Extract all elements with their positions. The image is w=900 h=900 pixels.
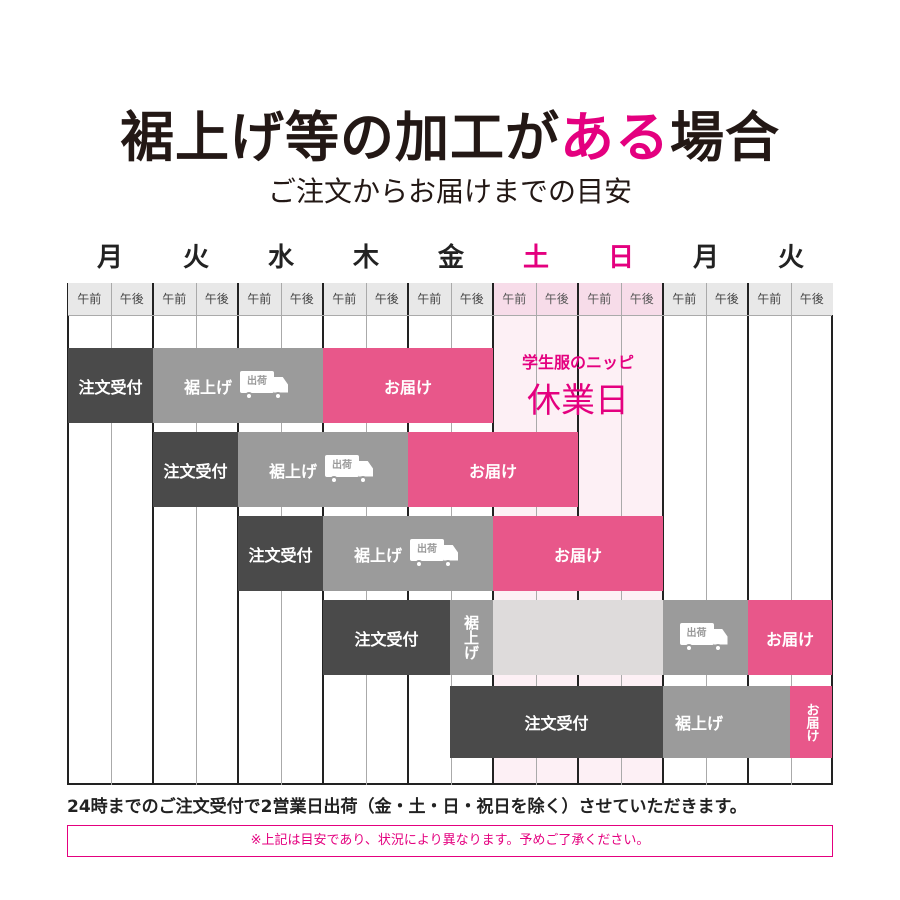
ship-block: 出荷 — [663, 600, 748, 675]
grid-line — [705, 283, 707, 785]
deliver-block: お届け — [748, 600, 832, 675]
am-header: 午前 — [153, 283, 196, 315]
grid-line — [195, 283, 197, 785]
pm-header: 午後 — [450, 283, 493, 315]
am-header: 午前 — [323, 283, 366, 315]
truck-icon: 出荷 — [325, 454, 377, 485]
day-label: 金 — [437, 243, 464, 273]
grid-line — [790, 283, 792, 785]
hem-label: 裾上げ — [353, 545, 402, 565]
hem-block-vertical: 裾上げ — [450, 600, 493, 675]
order-block: 注文受付 — [323, 600, 450, 675]
grid-line — [110, 283, 112, 785]
shipping-note: 24時までのご注文受付で2営業日出荷（金・土・日・祝日を除く）させていただきます… — [67, 797, 747, 817]
truck-icon: 出荷 — [410, 538, 462, 569]
truck-icon: 出荷 — [240, 370, 292, 401]
day-label-weekend: 日 — [607, 243, 634, 273]
pm-header: 午後 — [280, 283, 323, 315]
hem-label: 裾上げ — [183, 377, 232, 397]
order-block: 注文受付 — [68, 348, 153, 423]
am-header: 午前 — [578, 283, 621, 315]
pm-header: 午後 — [195, 283, 238, 315]
am-header: 午前 — [238, 283, 281, 315]
disclaimer: ※上記は目安であり、状況により異なります。予めご了承ください。 — [67, 825, 833, 857]
order-block: 注文受付 — [238, 516, 323, 591]
deliver-block-vertical: お届け — [790, 686, 832, 758]
day-label: 水 — [267, 243, 294, 273]
deliver-block: お届け — [408, 432, 578, 507]
am-header: 午前 — [493, 283, 536, 315]
pm-header: 午後 — [365, 283, 408, 315]
title-part1: 裾上げ等の加工が — [120, 106, 560, 169]
title-highlight: ある — [560, 106, 670, 169]
pm-header: 午後 — [790, 283, 833, 315]
holiday-sub: 学生服のニッピ — [521, 353, 634, 372]
truck-icon: 出荷 — [679, 622, 732, 653]
deliver-block: お届け — [323, 348, 493, 423]
grid-line — [152, 283, 154, 785]
hem-block: 裾上げ — [663, 686, 790, 758]
header-divider — [68, 315, 832, 316]
pm-header: 午後 — [110, 283, 153, 315]
hem-label: 裾上げ — [268, 461, 317, 481]
grid-line — [747, 283, 749, 785]
pause-block — [493, 600, 663, 675]
order-block: 注文受付 — [450, 686, 663, 758]
am-header: 午前 — [748, 283, 791, 315]
am-header: 午前 — [663, 283, 706, 315]
holiday-main: 休業日 — [527, 381, 629, 421]
day-label: 月 — [96, 243, 123, 273]
deliver-block: お届け — [493, 516, 663, 591]
am-header: 午前 — [68, 283, 111, 315]
order-block: 注文受付 — [153, 432, 238, 507]
day-label: 月 — [692, 243, 719, 273]
day-label: 木 — [352, 243, 379, 273]
pm-header: 午後 — [535, 283, 578, 315]
hem-block: 裾上げ 出荷 — [153, 348, 323, 423]
subtitle: ご注文からお届けまでの目安 — [267, 175, 632, 208]
pm-header: 午後 — [620, 283, 663, 315]
title-part2: 場合 — [670, 106, 780, 169]
pm-header: 午後 — [705, 283, 748, 315]
day-label: 火 — [182, 243, 209, 273]
holiday-label: 学生服のニッピ 休業日 — [493, 348, 663, 423]
hem-block: 裾上げ 出荷 — [238, 432, 408, 507]
hem-block: 裾上げ 出荷 — [323, 516, 493, 591]
day-label: 火 — [777, 243, 804, 273]
page-title: 裾上げ等の加工がある場合 — [0, 100, 900, 176]
am-header: 午前 — [408, 283, 451, 315]
day-label-weekend: 土 — [522, 243, 549, 273]
grid-line — [662, 283, 664, 785]
